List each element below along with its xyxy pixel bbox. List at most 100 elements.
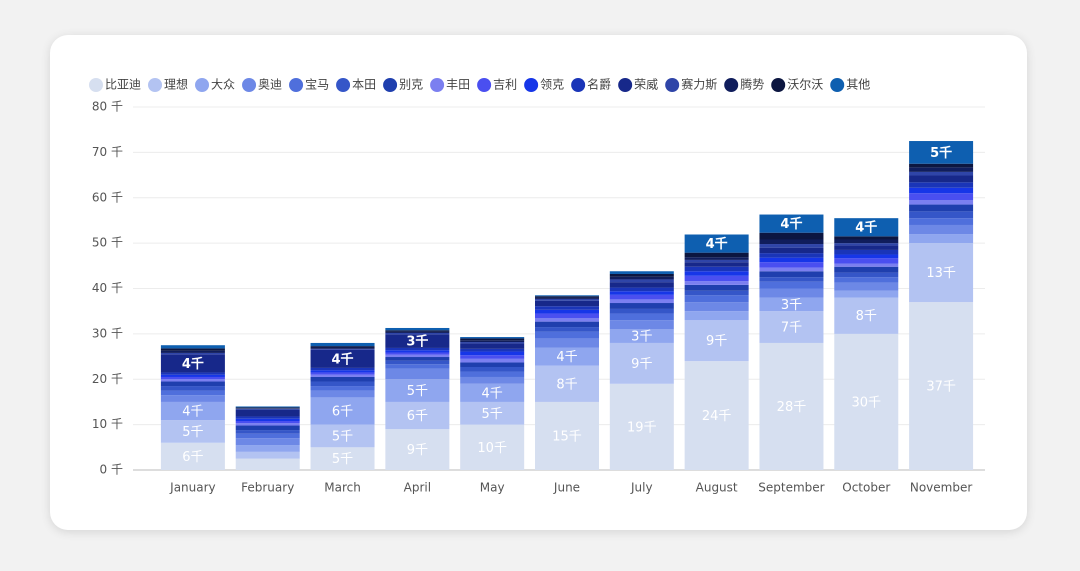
bar-segment	[834, 282, 899, 291]
legend-swatch	[383, 78, 398, 92]
bar-segment	[310, 342, 375, 347]
legend-swatch	[148, 78, 163, 92]
legend-label: 大众	[211, 78, 235, 92]
bar-segment	[160, 395, 225, 402]
data-label: 5千	[407, 384, 428, 399]
legend-swatch	[336, 78, 351, 92]
legend-label: 丰田	[446, 78, 470, 92]
bar-segment	[310, 372, 375, 375]
data-label: 6千	[407, 409, 428, 424]
y-tick-label: 30 千	[92, 326, 123, 340]
bar-segment	[385, 331, 450, 333]
bar-segment	[609, 303, 674, 309]
bar-segment	[609, 329, 674, 343]
y-tick-label: 60 千	[92, 190, 123, 204]
bar-segment	[684, 281, 749, 285]
data-label: 5千	[930, 145, 952, 161]
bar-segment	[684, 284, 749, 291]
legend-label: 其他	[846, 78, 870, 92]
legend-swatch	[771, 78, 786, 92]
bar-segment	[385, 379, 450, 402]
data-label: 7千	[781, 321, 802, 336]
data-label: 5千	[332, 429, 353, 444]
legend-label: 本田	[352, 78, 376, 92]
bar-segment	[535, 347, 599, 366]
bar-segment	[385, 332, 450, 335]
bar-segment	[310, 381, 375, 387]
bar-segment	[759, 271, 824, 278]
data-label: 3千	[781, 298, 802, 313]
y-tick-label: 80 千	[92, 100, 123, 114]
bar-segment	[759, 262, 824, 268]
bar-segment	[160, 442, 225, 470]
legend-label: 别克	[399, 78, 423, 92]
bar-segment	[759, 342, 824, 470]
bar-segment	[609, 273, 674, 277]
bar-segment	[385, 354, 450, 358]
bar-segment	[310, 424, 375, 448]
bar-segment	[535, 298, 599, 301]
bar-segment	[684, 311, 749, 321]
bar-segment	[460, 401, 525, 425]
bar-segment	[235, 406, 300, 408]
legend-swatch	[89, 78, 103, 92]
bar-segment	[909, 171, 974, 176]
bar-segment	[310, 367, 375, 371]
bar-segment	[909, 200, 974, 205]
x-tick-label: January	[169, 481, 216, 495]
bar-segment	[834, 297, 899, 334]
bar-segment	[909, 182, 974, 188]
x-tick-label: August	[696, 481, 738, 495]
bar-segment	[385, 350, 450, 353]
data-label: 37千	[926, 380, 956, 395]
bar-segment	[834, 239, 899, 244]
legend-swatch	[477, 78, 492, 92]
bar-segment	[310, 370, 375, 373]
bar-segment	[834, 290, 899, 298]
bar-segment	[385, 401, 450, 430]
bar-segment	[160, 354, 225, 373]
bar-segment	[759, 297, 824, 312]
data-label: 4千	[332, 351, 354, 367]
bar-segment	[834, 263, 899, 267]
bar-segment	[310, 397, 375, 425]
data-label: 5千	[182, 425, 203, 440]
bar-segment	[310, 390, 375, 398]
x-tick-label: April	[404, 481, 431, 495]
bar-segment	[909, 234, 974, 244]
data-label: 4千	[706, 236, 728, 252]
bar-segment	[385, 360, 450, 365]
bar-segment	[684, 234, 749, 253]
x-tick-label: June	[553, 481, 580, 495]
bar-segment	[160, 401, 225, 421]
data-label: 5千	[332, 452, 353, 467]
bar-segment	[684, 252, 749, 258]
bar-segment	[834, 243, 899, 246]
bar-segment	[609, 276, 674, 280]
bar-segment	[535, 331, 599, 339]
bar-segment	[684, 302, 749, 312]
bar-segment	[535, 295, 599, 297]
bar-segment	[759, 281, 824, 289]
legend-label: 领克	[540, 78, 564, 92]
bar-segment	[535, 321, 599, 328]
data-label: 30千	[851, 395, 881, 410]
bar-segment	[310, 348, 375, 350]
bar-segment	[460, 343, 525, 349]
bar-segment	[759, 277, 824, 282]
data-label: 8千	[856, 309, 877, 324]
bar-segment	[385, 327, 450, 331]
bar-segment	[385, 357, 450, 361]
bar-segment	[909, 187, 974, 194]
bar-segment	[609, 320, 674, 330]
bar-segment	[460, 351, 525, 356]
data-label: 4千	[855, 220, 877, 236]
legend-swatch	[195, 78, 210, 92]
bar-segment	[385, 334, 450, 348]
bar-segment	[460, 337, 525, 339]
bar-segment	[759, 288, 824, 298]
legend-swatch	[724, 78, 739, 92]
bar-segment	[385, 429, 450, 470]
bar-segment	[909, 141, 974, 164]
